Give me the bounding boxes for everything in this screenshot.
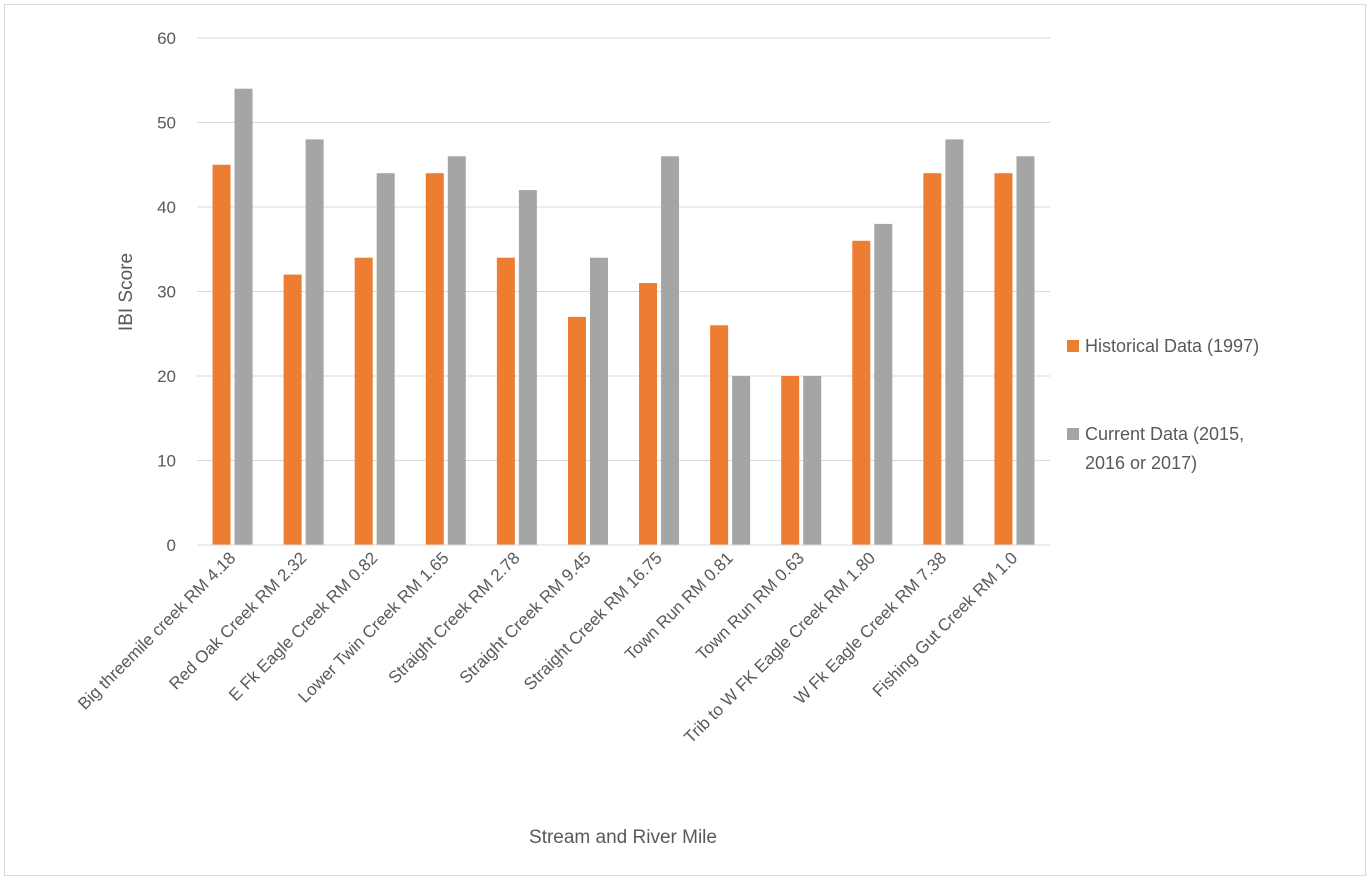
y-tick-label: 30 — [157, 283, 176, 302]
bar-current — [874, 223, 893, 545]
x-tick-label: Straight Creek RM 9.45 — [456, 548, 595, 687]
y-tick-label: 40 — [157, 198, 176, 217]
y-tick-label: 0 — [167, 536, 176, 555]
bar-historical — [496, 257, 515, 545]
legend: Historical Data (1997) Current Data (2015… — [1067, 336, 1259, 473]
bar-historical — [923, 173, 942, 545]
bar-historical — [710, 325, 729, 545]
bar-historical — [354, 257, 373, 545]
chart-area — [4, 4, 1366, 876]
bar-current — [234, 88, 253, 545]
y-axis-title: IBI Score — [116, 253, 137, 331]
legend-label: Current Data (2015, — [1085, 424, 1244, 444]
bar-current — [732, 376, 751, 545]
bar-historical — [639, 283, 658, 545]
x-tick-label: Straight Creek RM 2.78 — [385, 548, 524, 687]
y-tick-label: 10 — [157, 452, 176, 471]
y-axis-ticks: 0 10 20 30 40 50 60 — [157, 29, 176, 555]
gridlines — [197, 37, 1050, 461]
bar-current — [589, 257, 608, 545]
bar-historical — [994, 173, 1013, 545]
bar-current — [803, 376, 822, 545]
bar-current — [376, 173, 395, 545]
bar-historical — [567, 316, 586, 545]
x-axis-title: Stream and River Mile — [529, 827, 717, 848]
bar-historical — [781, 376, 800, 545]
bar-current — [1016, 156, 1035, 546]
bar-current — [945, 139, 964, 545]
x-tick-label: W Fk Eagle Creek RM 7.38 — [790, 548, 950, 708]
x-tick-label: Lower Twin Creek RM 1.65 — [294, 548, 452, 706]
x-tick-label: Straight Creek RM 16.75 — [520, 548, 666, 694]
bars — [212, 88, 1035, 546]
y-tick-label: 60 — [157, 29, 176, 48]
bar-current — [518, 190, 537, 545]
bar-historical — [425, 173, 444, 545]
bar-historical — [212, 164, 231, 545]
y-tick-label: 50 — [157, 114, 176, 133]
x-tick-label: Red Oak Creek RM 2.32 — [165, 548, 310, 693]
bar-historical — [852, 240, 871, 546]
bar-current — [447, 156, 466, 546]
x-tick-label: E Fk Eagle Creek RM 0.82 — [225, 548, 381, 704]
legend-label: Historical Data (1997) — [1085, 336, 1259, 356]
bar-current — [305, 139, 324, 545]
legend-label: 2016 or 2017) — [1085, 453, 1197, 473]
bar-historical — [283, 274, 302, 545]
bar-current — [661, 156, 680, 546]
legend-swatch — [1067, 340, 1079, 352]
x-tick-label: Fishing Gut Creek RM 1.0 — [869, 548, 1021, 700]
legend-swatch — [1067, 428, 1079, 440]
y-tick-label: 20 — [157, 367, 176, 386]
